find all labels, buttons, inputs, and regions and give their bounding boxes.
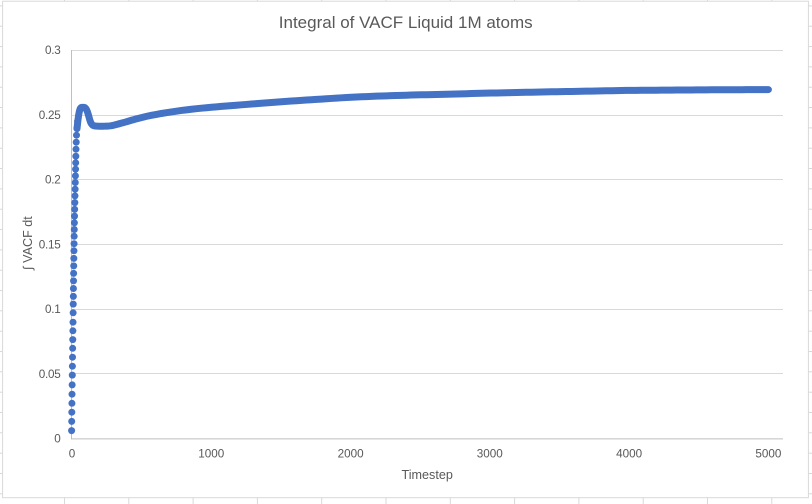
svg-text:Integral of VACF Liquid 1M ato: Integral of VACF Liquid 1M atoms bbox=[279, 13, 533, 32]
svg-text:Timestep: Timestep bbox=[402, 468, 453, 482]
svg-text:0.3: 0.3 bbox=[45, 44, 61, 57]
svg-text:1000: 1000 bbox=[198, 447, 225, 460]
svg-text:0: 0 bbox=[54, 433, 61, 446]
svg-text:0.15: 0.15 bbox=[39, 238, 61, 251]
svg-text:4000: 4000 bbox=[616, 447, 643, 460]
svg-text:0.2: 0.2 bbox=[45, 174, 61, 187]
svg-text:5000: 5000 bbox=[755, 447, 782, 460]
svg-text:0.1: 0.1 bbox=[45, 303, 61, 316]
svg-text:2000: 2000 bbox=[338, 447, 365, 460]
svg-text:∫ VACF dt: ∫ VACF dt bbox=[21, 216, 35, 271]
svg-text:0: 0 bbox=[69, 447, 76, 460]
svg-text:3000: 3000 bbox=[477, 447, 504, 460]
svg-text:0.25: 0.25 bbox=[39, 109, 61, 122]
svg-text:0.05: 0.05 bbox=[39, 368, 61, 381]
